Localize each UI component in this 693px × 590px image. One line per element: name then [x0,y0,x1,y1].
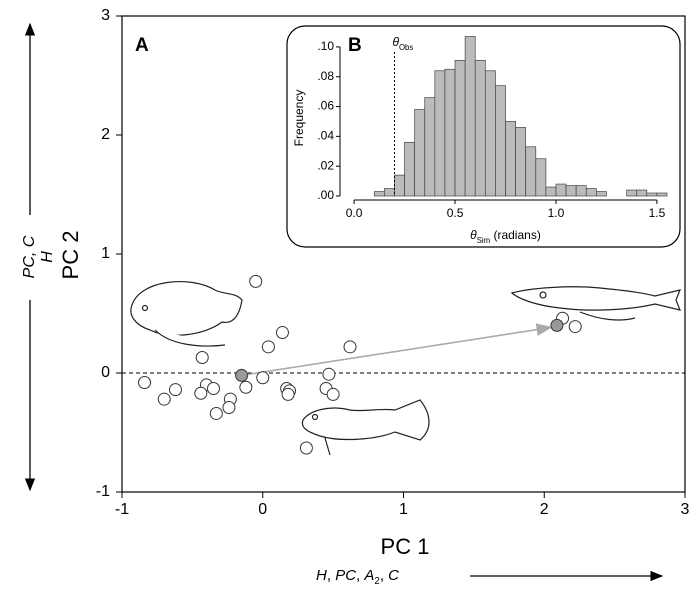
bar [384,188,395,197]
bar [444,68,456,197]
bar [626,189,638,197]
point [195,351,209,365]
point [157,392,171,406]
x-tick-label: 2 [540,501,549,518]
bar [474,59,486,197]
bar [515,127,527,197]
y-tick-label: .10 [317,39,334,53]
bar [656,192,668,197]
point [326,387,340,401]
y-tick-label: 0 [101,364,110,381]
x-tick-label: 0.5 [447,206,464,220]
bar [414,109,426,197]
fish-illustrations [130,280,681,456]
point [168,383,182,397]
label-part: 2 [374,576,379,587]
threshold-label: θObs [392,35,413,51]
label-part: θ [392,35,399,49]
label-part: , [380,567,388,584]
label-part: (radians) [490,228,541,242]
bar [394,174,405,197]
label-part: C [388,567,399,584]
label-part: Obs [399,43,413,52]
point [235,368,249,382]
point [239,380,253,394]
bar [464,36,476,197]
bar [495,85,506,197]
y-tick-label: .04 [317,129,334,143]
x-tick-label: 1 [399,501,408,518]
y-tick-label: .00 [317,188,334,202]
x-tick-label: 0.0 [346,206,363,220]
point [194,386,208,400]
x-axis-label: PC 1 [381,534,430,559]
panel-label: A [135,35,149,56]
label-part: , [356,567,364,584]
point [261,340,275,354]
bar [555,183,567,197]
label-part: PC [335,567,356,584]
x-tick-label: 3 [681,501,690,518]
y-axis-label: Frequency [292,90,306,147]
point [138,376,152,390]
point [568,320,582,334]
bar [646,192,658,197]
y-direction-label: PC, C [21,235,38,278]
y-tick-label: 2 [101,126,110,143]
point [343,340,357,354]
label-part: A [363,567,374,584]
point [322,367,336,381]
label-part: θ [470,228,477,242]
point [275,326,289,340]
shift-arrow [241,323,553,377]
bar [585,188,597,197]
panel-label: B [348,35,362,56]
bar [505,121,516,197]
y-tick-label: .08 [317,69,334,83]
bar [434,70,446,197]
bar [424,97,436,197]
x-tick-label: 1.0 [548,206,565,220]
bar [525,146,537,197]
y-tick-label: -1 [96,483,110,500]
point [209,406,223,420]
point [256,371,270,385]
point [206,381,220,395]
point [299,441,313,455]
label-part: , [327,567,335,584]
y-tick-label: .06 [317,99,334,113]
x-axis-label: θSim (radians) [470,228,541,244]
bar [404,141,416,197]
point [249,274,263,288]
y-tick-label: 1 [101,245,110,262]
bar [454,59,466,197]
bar [484,70,496,197]
point [281,387,295,401]
point [222,401,236,415]
bar [636,189,648,197]
point [550,318,564,332]
y-axis-label: PC 2 [58,231,83,280]
bar [545,186,557,197]
label-part: H [316,567,327,584]
x-tick-label: -1 [115,501,129,518]
x-tick-label: 0 [258,501,267,518]
x-direction-label: H, PC, A2, C [316,567,399,587]
y-tick-label: 3 [101,7,110,24]
bar [575,185,587,197]
bar [565,185,577,197]
bar [595,191,607,197]
label-part: Sim [477,236,490,245]
x-tick-label: 1.5 [649,206,666,220]
y-tick-label: .02 [317,158,334,172]
bar [373,191,385,197]
bar [535,158,547,197]
y-direction-label: H [39,251,56,263]
